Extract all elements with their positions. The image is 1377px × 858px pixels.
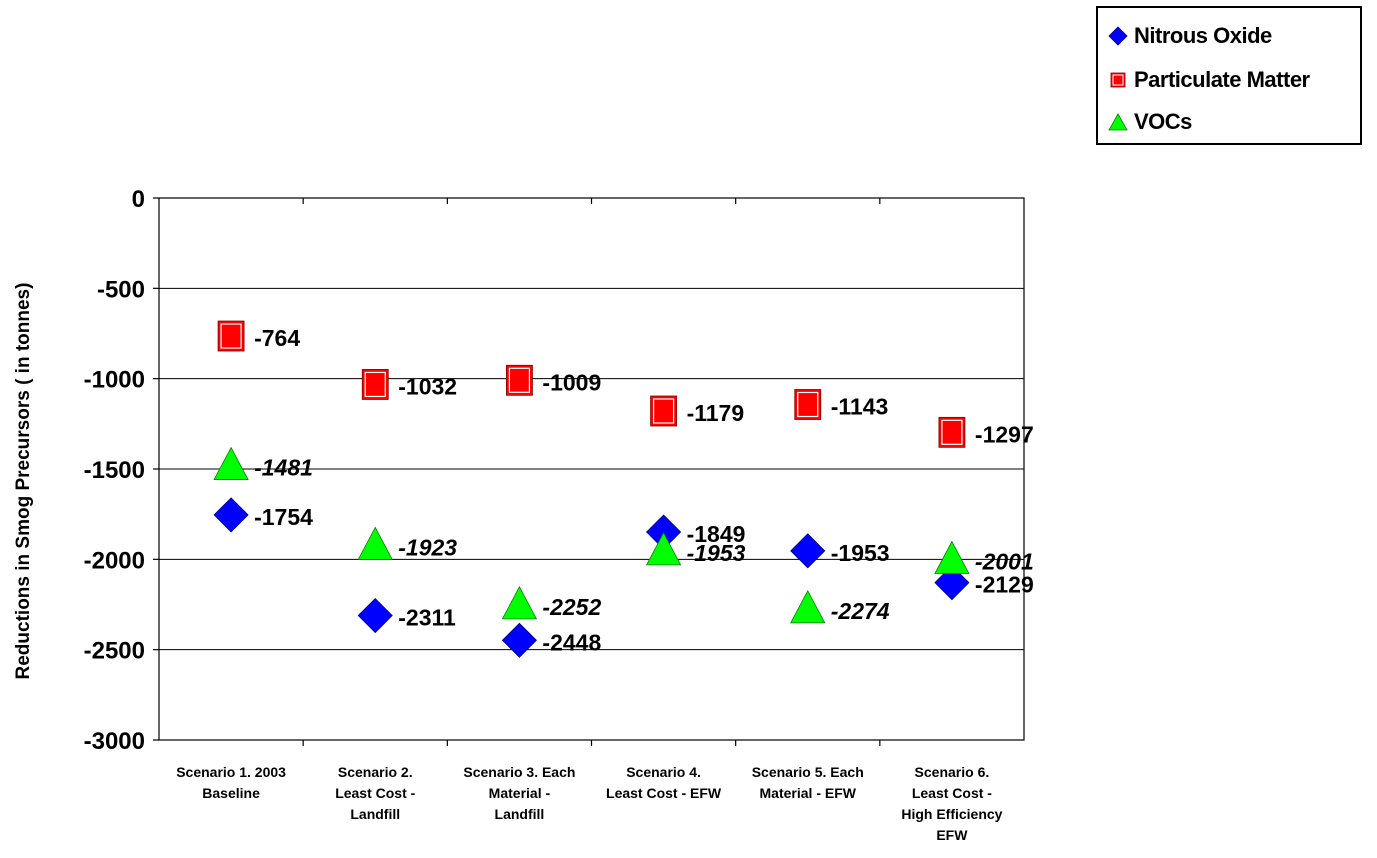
x-category-label: Scenario 5. Each Material - EFW — [738, 762, 878, 804]
y-tick-label: -2500 — [84, 638, 145, 665]
square-marker — [650, 395, 677, 427]
triangle-marker — [357, 526, 393, 560]
triangle-marker — [501, 586, 538, 620]
x-category-line: Scenario 5. Each — [751, 764, 864, 780]
diamond-marker — [790, 533, 826, 569]
x-category-line: Scenario 1. 2003 — [176, 764, 286, 780]
diamond-icon — [1108, 26, 1128, 46]
data-label: -1179 — [687, 400, 745, 426]
x-category-label: Scenario 3. Each Material - Landfill — [449, 762, 589, 825]
x-category-line: Least Cost - EFW — [606, 785, 722, 801]
grid-lines — [159, 287, 1024, 651]
triangle-marker — [790, 589, 826, 624]
legend-label: Particulate Matter — [1134, 67, 1310, 92]
y-tick-label: -2000 — [84, 547, 145, 574]
x-category-label: Scenario 6. Least Cost - High Efficiency EF… — [882, 762, 1022, 846]
x-category-line: Least Cost - — [335, 785, 416, 801]
x-category-line: Scenario 3. Each — [463, 764, 576, 780]
y-axis-title: Reductions in Smog Precursors ( in tonne… — [13, 282, 34, 680]
y-tick-label: -500 — [97, 276, 145, 303]
data-label: -764 — [254, 325, 300, 351]
data-label: -1923 — [398, 534, 457, 560]
data-label: -2252 — [542, 594, 601, 620]
legend: Nitrous Oxide Particulate Matter VOCs — [1096, 6, 1362, 145]
y-tick-label: -1500 — [84, 457, 145, 484]
x-category-line: Least Cost - — [911, 785, 992, 801]
diamond-marker — [213, 497, 249, 533]
square-marker-highlight — [797, 391, 819, 418]
data-label: -2311 — [398, 605, 456, 631]
data-points — [213, 320, 970, 658]
y-tick-label: 0 — [132, 186, 145, 213]
data-labels: -1754-2311-2448-1849-1953-2129-764-1032-… — [254, 325, 1034, 655]
data-label: -1481 — [254, 455, 313, 481]
axes: 0 -500 -1000 -1500 -2000 -2500 -3000 — [84, 186, 1025, 755]
square-marker-highlight — [220, 323, 242, 349]
x-category-line: Baseline — [202, 785, 260, 801]
diamond-marker — [357, 597, 393, 634]
x-category-line: Scenario 6. — [914, 764, 990, 780]
square-marker — [361, 369, 389, 400]
data-label: -1143 — [831, 394, 889, 420]
data-label: -2448 — [542, 629, 601, 655]
triangle-marker — [213, 446, 249, 480]
x-category-line: Landfill — [350, 806, 401, 822]
data-label: -1849 — [687, 521, 746, 547]
legend-label: VOCs — [1134, 109, 1192, 134]
square-marker — [794, 389, 822, 420]
x-category-line: EFW — [936, 827, 968, 843]
legend-item-nitrous-oxide: Nitrous Oxide — [1108, 20, 1272, 52]
data-label: -2001 — [975, 549, 1034, 575]
data-label: -1953 — [831, 540, 890, 566]
legend-item-particulate-matter: Particulate Matter — [1108, 64, 1310, 96]
data-label: -1754 — [254, 504, 313, 530]
data-label: -2274 — [831, 598, 890, 624]
square-marker — [506, 364, 533, 396]
data-label: -1009 — [542, 369, 601, 395]
data-label: -1032 — [398, 373, 457, 399]
diamond-marker — [934, 565, 970, 601]
legend-label: Nitrous Oxide — [1134, 23, 1272, 48]
x-category-label: Scenario 4. Least Cost - EFW — [594, 762, 734, 804]
square-marker-highlight — [364, 371, 386, 398]
square-icon — [1108, 70, 1128, 90]
legend-item-vocs: VOCs — [1108, 106, 1192, 138]
x-category-label: Scenario 1. 2003 Baseline — [161, 762, 301, 804]
diamond-marker — [501, 622, 537, 658]
x-category-line: Material - EFW — [759, 785, 856, 801]
triangle-marker — [934, 540, 970, 574]
x-category-line: Landfill — [494, 806, 545, 822]
y-tick-label: -1000 — [84, 367, 145, 394]
x-category-line: Material - — [488, 785, 551, 801]
data-label: -1953 — [687, 540, 746, 566]
y-tick-label: -3000 — [84, 728, 145, 755]
square-marker — [938, 416, 966, 448]
data-label: -2129 — [975, 572, 1034, 598]
square-marker — [217, 320, 245, 352]
x-category-line: Scenario 4. — [626, 764, 701, 780]
x-category-line: Scenario 2. — [337, 764, 413, 780]
x-category-line: High Efficiency — [901, 806, 1003, 822]
square-marker-highlight — [941, 419, 963, 445]
triangle-marker — [645, 531, 682, 566]
triangle-icon — [1108, 112, 1128, 132]
x-category-label: Scenario 2. Least Cost - Landfill — [305, 762, 445, 825]
square-marker-highlight — [652, 398, 675, 424]
data-label: -1297 — [975, 421, 1034, 447]
square-marker-highlight — [508, 367, 531, 393]
